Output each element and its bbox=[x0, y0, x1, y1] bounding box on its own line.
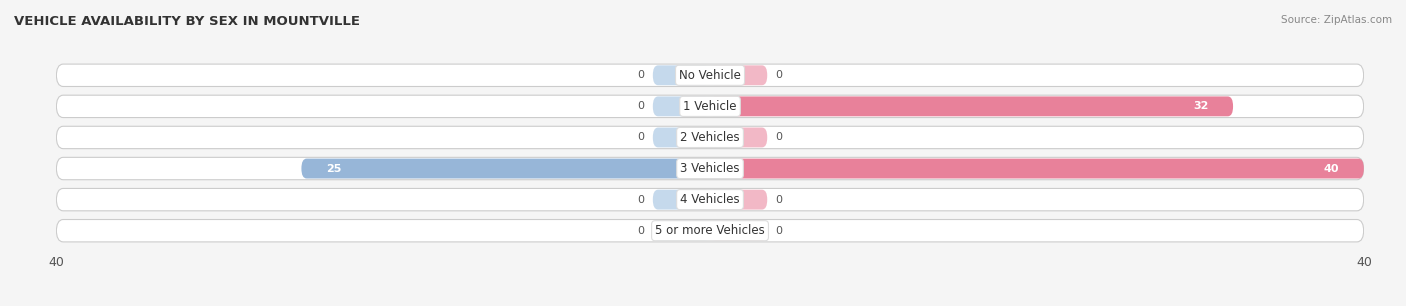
Text: 40: 40 bbox=[1324, 163, 1340, 174]
Text: 0: 0 bbox=[776, 226, 782, 236]
Text: 0: 0 bbox=[638, 132, 644, 143]
Text: 3 Vehicles: 3 Vehicles bbox=[681, 162, 740, 175]
FancyBboxPatch shape bbox=[710, 159, 1364, 178]
FancyBboxPatch shape bbox=[710, 221, 768, 241]
FancyBboxPatch shape bbox=[652, 221, 710, 241]
FancyBboxPatch shape bbox=[56, 219, 1364, 242]
FancyBboxPatch shape bbox=[56, 157, 1364, 180]
Text: 0: 0 bbox=[638, 70, 644, 80]
FancyBboxPatch shape bbox=[710, 65, 768, 85]
FancyBboxPatch shape bbox=[56, 188, 1364, 211]
Text: 32: 32 bbox=[1194, 101, 1209, 111]
Text: 0: 0 bbox=[638, 101, 644, 111]
FancyBboxPatch shape bbox=[710, 190, 768, 210]
FancyBboxPatch shape bbox=[56, 126, 1364, 149]
Text: 0: 0 bbox=[776, 195, 782, 205]
Text: 5 or more Vehicles: 5 or more Vehicles bbox=[655, 224, 765, 237]
Text: 0: 0 bbox=[638, 195, 644, 205]
FancyBboxPatch shape bbox=[652, 96, 710, 116]
FancyBboxPatch shape bbox=[301, 159, 710, 178]
Text: Source: ZipAtlas.com: Source: ZipAtlas.com bbox=[1281, 15, 1392, 25]
FancyBboxPatch shape bbox=[710, 128, 768, 147]
FancyBboxPatch shape bbox=[56, 64, 1364, 87]
Text: 0: 0 bbox=[776, 132, 782, 143]
Text: No Vehicle: No Vehicle bbox=[679, 69, 741, 82]
Text: VEHICLE AVAILABILITY BY SEX IN MOUNTVILLE: VEHICLE AVAILABILITY BY SEX IN MOUNTVILL… bbox=[14, 15, 360, 28]
FancyBboxPatch shape bbox=[652, 65, 710, 85]
Text: 2 Vehicles: 2 Vehicles bbox=[681, 131, 740, 144]
Text: 0: 0 bbox=[776, 70, 782, 80]
Text: 4 Vehicles: 4 Vehicles bbox=[681, 193, 740, 206]
Text: 1 Vehicle: 1 Vehicle bbox=[683, 100, 737, 113]
FancyBboxPatch shape bbox=[710, 96, 1233, 116]
Text: 0: 0 bbox=[638, 226, 644, 236]
Text: 25: 25 bbox=[326, 163, 342, 174]
FancyBboxPatch shape bbox=[56, 95, 1364, 118]
FancyBboxPatch shape bbox=[652, 128, 710, 147]
FancyBboxPatch shape bbox=[652, 190, 710, 210]
Legend: Male, Female: Male, Female bbox=[641, 305, 779, 306]
